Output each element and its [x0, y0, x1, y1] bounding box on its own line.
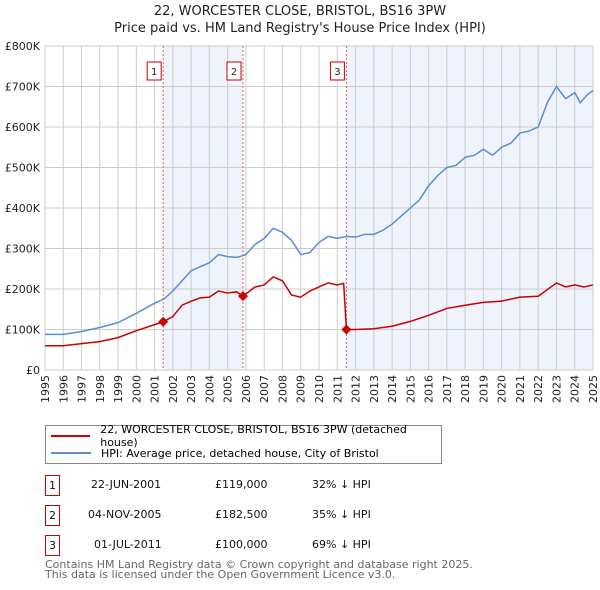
chart-title: 22, WORCESTER CLOSE, BRISTOL, BS16 3PW — [153, 4, 447, 19]
transaction-hpi: 35% ↓ HPI — [312, 508, 371, 521]
y-tick-label: £300K — [5, 243, 41, 256]
x-tick-label: 1999 — [112, 375, 125, 403]
transaction-badge: 3 — [45, 535, 60, 556]
y-tick-label: £0 — [26, 364, 40, 377]
y-tick-label: £600K — [5, 121, 41, 134]
x-tick-label: 2001 — [149, 375, 162, 403]
chart-subtitle: Price paid vs. HM Land Registry's House … — [114, 21, 486, 36]
sale-label-box — [146, 61, 162, 81]
transaction-badge: 1 — [45, 475, 60, 496]
x-tick-label: 2013 — [368, 375, 381, 403]
legend-label: 22, WORCESTER CLOSE, BRISTOL, BS16 3PW (… — [100, 423, 407, 449]
x-tick-label: 2023 — [550, 375, 563, 403]
legend: 22, WORCESTER CLOSE, BRISTOL, BS16 3PW (… — [45, 423, 442, 464]
legend-label: HPI: Average price, detached house, City… — [101, 446, 379, 460]
transaction-date: 01-JUL-2011 — [94, 538, 162, 551]
x-tick-label: 1995 — [39, 375, 52, 403]
y-tick-label: £800K — [5, 40, 41, 53]
x-tick-label: 2012 — [350, 375, 363, 403]
x-tick-label: 2004 — [203, 375, 216, 403]
sale-label: 1 — [151, 67, 157, 78]
price-chart: 1995 1996 1997 1998 1999 2000 2001 2002 2003 2004… — [5, 40, 600, 403]
sale-label: 3 — [334, 67, 340, 78]
x-tick-label: 2018 — [459, 375, 472, 403]
x-tick-label: 1998 — [94, 375, 107, 403]
x-tick-label: 2022 — [532, 375, 545, 403]
y-tick-label: £100K — [5, 324, 41, 337]
x-tick-label: 2003 — [185, 375, 198, 403]
transaction-date: 22-JUN-2001 — [91, 478, 162, 491]
x-tick-label: 2006 — [240, 375, 253, 403]
transaction-badge: 2 — [45, 505, 60, 526]
x-tick-label: 2005 — [222, 375, 235, 403]
transaction-price: £182,500 — [215, 508, 268, 521]
y-tick-label: £700K — [5, 81, 41, 94]
sale-point — [158, 316, 169, 327]
x-tick-label: 2019 — [477, 375, 490, 403]
x-tick-label: 1997 — [76, 375, 89, 403]
sale-label-box — [329, 61, 345, 81]
x-tick-label: 2009 — [295, 375, 308, 403]
x-tick-label: 2025 — [587, 375, 600, 403]
sale-point — [341, 324, 352, 335]
transaction-price: £119,000 — [215, 478, 268, 491]
y-tick-label: £200K — [5, 283, 41, 296]
x-tick-label: 2020 — [496, 375, 509, 403]
x-tick-label: 1996 — [57, 375, 70, 403]
sale-label: 2 — [231, 67, 237, 78]
legend-item-hpi: HPI: Average price, detached house, City… — [46, 445, 379, 461]
x-tick-label: 2007 — [258, 375, 271, 403]
x-tick-label: 2000 — [130, 375, 143, 403]
x-tick-label: 2002 — [167, 375, 180, 403]
x-tick-label: 2010 — [313, 375, 326, 403]
x-tick-label: 2021 — [514, 375, 527, 403]
y-tick-label: £400K — [5, 202, 41, 215]
x-tick-label: 2014 — [386, 375, 399, 403]
legend-swatch-blue — [51, 452, 91, 454]
x-tick-label: 2011 — [331, 375, 344, 403]
transaction-hpi: 69% ↓ HPI — [312, 538, 371, 551]
sale-label-box — [226, 61, 242, 81]
hpi-line — [45, 85, 594, 336]
legend-item-property: 22, WORCESTER CLOSE, BRISTOL, BS16 3PW (… — [46, 423, 441, 449]
transaction-price: £100,000 — [215, 538, 268, 551]
footer-line: This data is licensed under the Open Gov… — [45, 568, 396, 581]
x-tick-label: 2008 — [276, 375, 289, 403]
x-tick-label: 2017 — [441, 375, 454, 403]
x-tick-label: 2016 — [423, 375, 436, 403]
x-tick-label: 2024 — [569, 375, 582, 403]
sale-point — [238, 291, 249, 302]
transaction-date: 04-NOV-2005 — [88, 508, 162, 521]
transaction-hpi: 32% ↓ HPI — [312, 478, 371, 491]
footer: Contains HM Land Registry data © Crown c… — [45, 558, 473, 581]
footer-line: Contains HM Land Registry data © Crown c… — [45, 558, 473, 571]
legend-swatch-red — [51, 435, 91, 437]
y-tick-label: £500K — [5, 162, 41, 175]
x-tick-label: 2015 — [404, 375, 417, 403]
